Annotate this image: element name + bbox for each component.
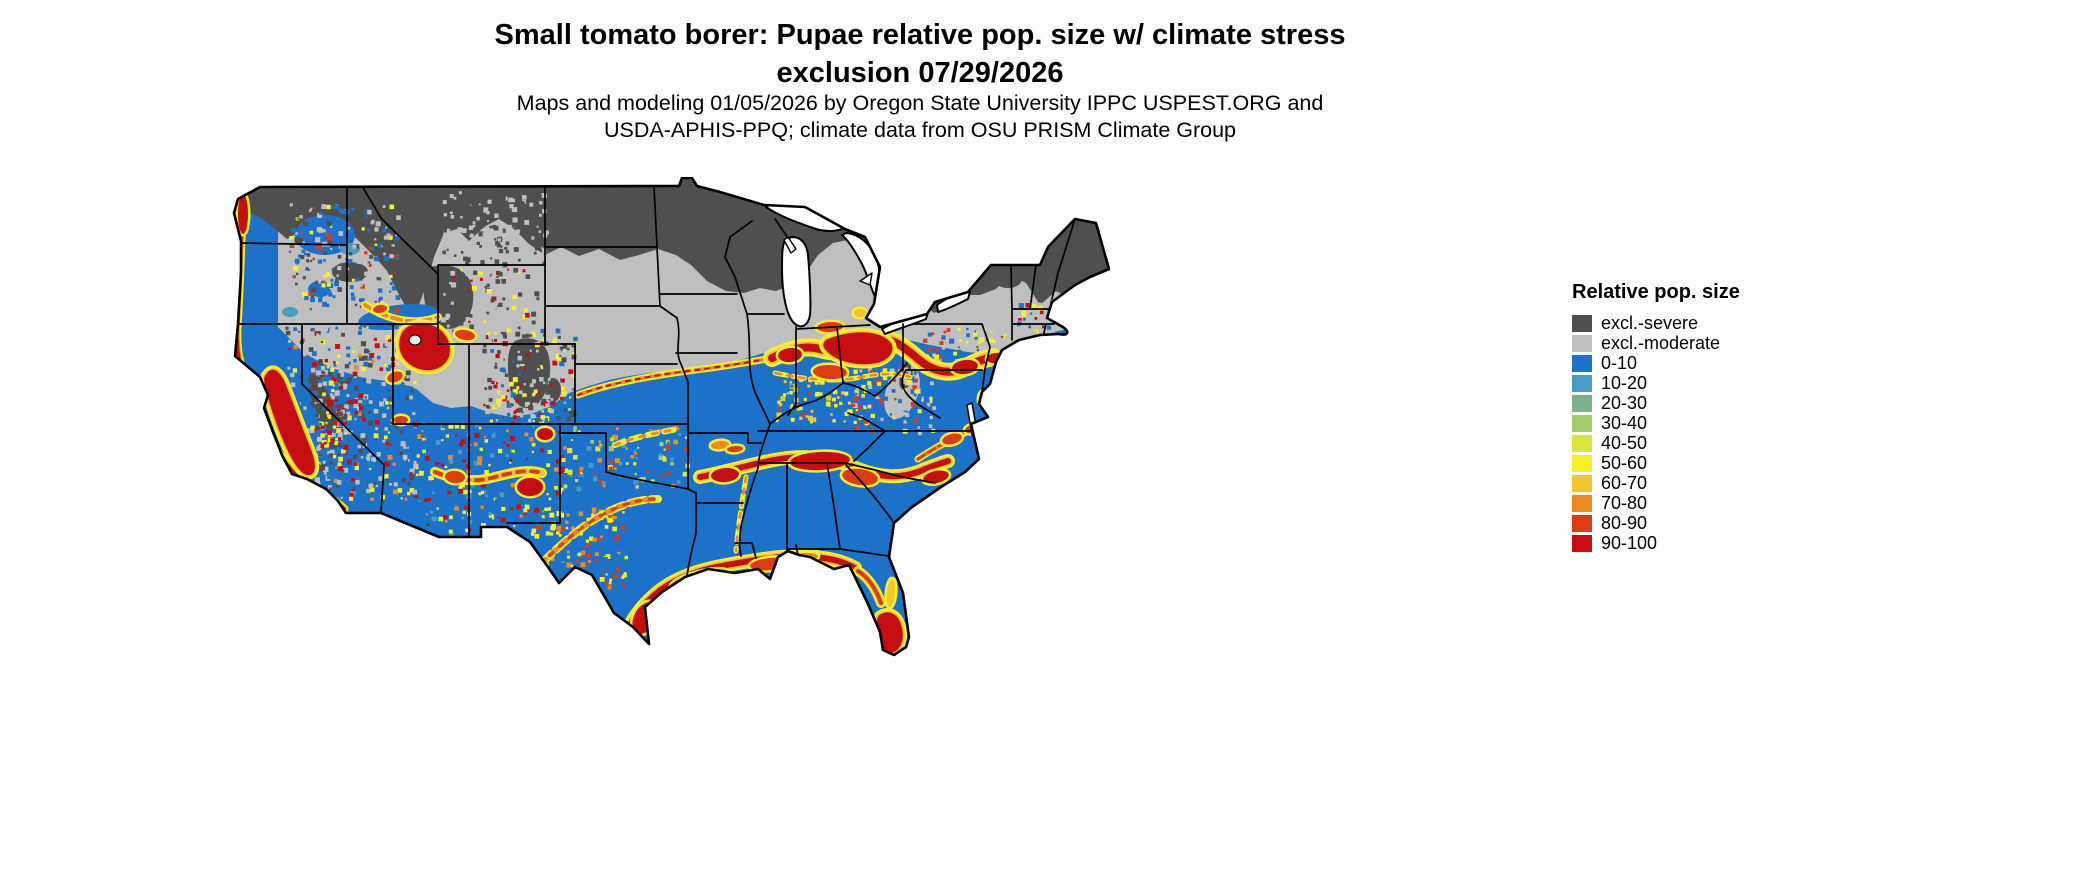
legend-item: 0-10 xyxy=(1572,353,1740,373)
legend-item: 50-60 xyxy=(1572,453,1740,473)
legend-swatch xyxy=(1572,394,1592,412)
us-map xyxy=(232,177,1110,657)
legend-item-label: 70-80 xyxy=(1601,492,1648,513)
lake-michigan xyxy=(781,236,812,328)
legend-item-label: 90-100 xyxy=(1601,532,1658,553)
credit-line-1: Maps and modeling 01/05/2026 by Oregon S… xyxy=(516,91,1324,115)
legend-items: excl.-severe excl.-moderate 0-10 10-20 20-30… xyxy=(1572,313,1740,553)
legend-item: excl.-moderate xyxy=(1572,333,1740,353)
legend-item: 90-100 xyxy=(1572,533,1740,553)
legend-swatch xyxy=(1572,454,1592,472)
legend-swatch xyxy=(1572,374,1592,392)
map-raster xyxy=(234,178,1109,655)
legend-item-label: 60-70 xyxy=(1601,472,1648,493)
us-outline xyxy=(232,177,1110,657)
legend: Relative pop. size excl.-severe excl.-mod… xyxy=(1572,281,1740,553)
legend-item-label: 80-90 xyxy=(1601,512,1648,533)
title-line-1: Small tomato borer: Pupae relative pop. … xyxy=(494,19,1346,51)
legend-item-label: 10-20 xyxy=(1601,372,1648,393)
legend-item: 60-70 xyxy=(1572,473,1740,493)
legend-item-label: 50-60 xyxy=(1601,452,1648,473)
legend-item: 80-90 xyxy=(1572,513,1740,533)
legend-swatch xyxy=(1572,414,1592,432)
credit-line-2: USDA-APHIS-PPQ; climate data from OSU PR… xyxy=(603,117,1237,142)
legend-item: 40-50 xyxy=(1572,433,1740,453)
legend-swatch xyxy=(1572,494,1592,512)
legend-item-label: 30-40 xyxy=(1601,412,1648,433)
title-line-2: exclusion 07/29/2026 xyxy=(776,57,1064,90)
legend-swatch xyxy=(1572,354,1592,372)
legend-item: excl.-severe xyxy=(1572,313,1740,333)
legend-swatch xyxy=(1572,474,1592,492)
legend-swatch xyxy=(1572,534,1592,552)
legend-item-label: excl.-severe xyxy=(1601,312,1699,333)
legend-swatch xyxy=(1572,314,1592,332)
legend-item: 70-80 xyxy=(1572,493,1740,513)
legend-swatch xyxy=(1572,514,1592,532)
legend-item-label: 0-10 xyxy=(1601,352,1638,373)
green-bay xyxy=(783,236,797,254)
legend-title: Relative pop. size xyxy=(1572,281,1740,303)
legend-swatch xyxy=(1572,434,1592,452)
page-title: Small tomato borer: Pupae relative pop. … xyxy=(0,16,1840,93)
legend-item: 20-30 xyxy=(1572,393,1740,413)
legend-item-label: excl.-moderate xyxy=(1601,332,1721,353)
state-borders xyxy=(236,185,1076,576)
legend-item: 30-40 xyxy=(1572,413,1740,433)
saginaw-bay xyxy=(859,272,873,286)
legend-item: 10-20 xyxy=(1572,373,1740,393)
legend-item-label: 40-50 xyxy=(1601,432,1648,453)
credits: Maps and modeling 01/05/2026 by Oregon S… xyxy=(0,90,1840,143)
legend-swatch xyxy=(1572,334,1592,352)
legend-item-label: 20-30 xyxy=(1601,392,1648,413)
great-salt-lake xyxy=(408,334,422,346)
